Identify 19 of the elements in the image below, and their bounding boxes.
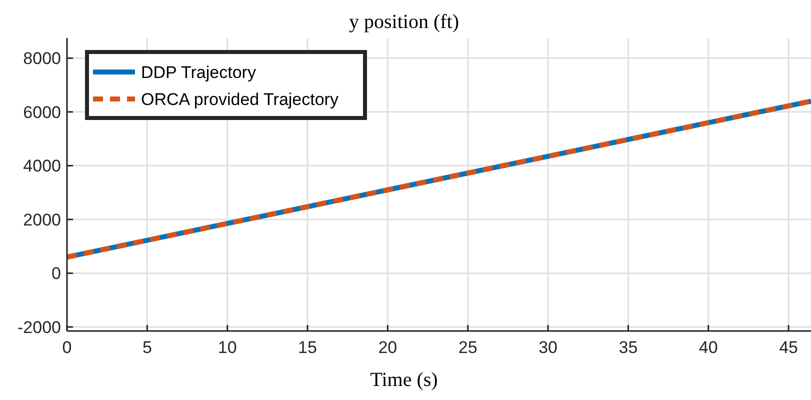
chart-title: y position (ft) [349, 11, 459, 33]
y-tick-label: 0 [52, 264, 61, 284]
x-tick-label: 5 [142, 338, 152, 357]
y-tick-label: 2000 [23, 210, 61, 230]
x-tick-label: 40 [698, 338, 718, 357]
y-tick-label: 6000 [23, 102, 61, 122]
x-tick-label: 35 [618, 338, 638, 357]
x-tick-label: 45 [779, 338, 798, 357]
x-tick-label: 30 [538, 338, 558, 357]
y-tick-label: 4000 [23, 156, 61, 176]
y-tick-label: 8000 [23, 49, 61, 68]
legend-label: DDP Trajectory [141, 62, 256, 82]
y-tick-label: -2000 [18, 318, 61, 337]
x-tick-label: 10 [218, 338, 237, 357]
x-tick-label: 20 [378, 338, 398, 357]
x-tick-label: 15 [298, 338, 317, 357]
x-axis-title: Time (s) [370, 369, 438, 391]
x-tick-label: 25 [458, 338, 478, 357]
legend-label: ORCA provided Trajectory [141, 90, 339, 109]
